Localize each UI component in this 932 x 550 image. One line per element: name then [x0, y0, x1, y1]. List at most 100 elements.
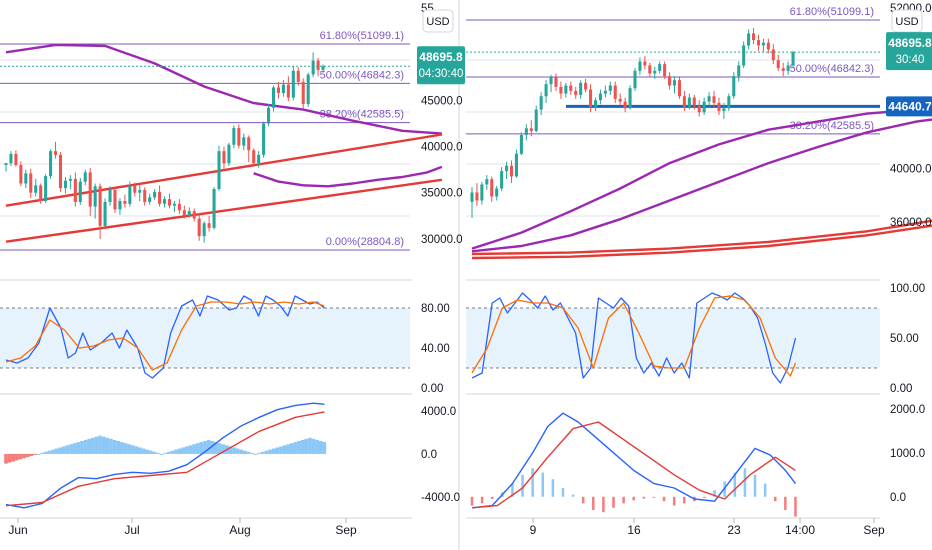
candle-body	[321, 66, 325, 70]
macd-histogram-bar	[279, 446, 283, 454]
candle-body	[747, 33, 751, 46]
candle-body	[296, 70, 300, 82]
candle-body	[771, 49, 775, 61]
candle-body	[153, 191, 157, 198]
signal-line	[5, 411, 325, 507]
candle-body	[658, 64, 662, 71]
candle-body	[638, 61, 642, 71]
candle-body	[752, 33, 756, 41]
macd-histogram-bar	[733, 472, 737, 497]
currency-badge[interactable]	[422, 9, 454, 33]
right-price-axis[interactable]: 52000.040000.036000.0USD48695.830:404464…	[886, 3, 932, 504]
candle-body	[544, 84, 548, 97]
last-price-badge[interactable]	[417, 46, 465, 85]
candle-body	[9, 153, 13, 164]
macd-histogram-bar	[304, 438, 309, 454]
macd-histogram-bar	[83, 439, 88, 454]
macd-histogram-bar	[51, 449, 55, 454]
overbought-oversold-band	[466, 308, 880, 368]
candle-body	[742, 45, 746, 66]
osc-tick-label: 40.00	[421, 343, 450, 355]
macd-histogram-bar	[683, 496, 686, 504]
candle-body	[761, 42, 765, 46]
candle-body	[593, 100, 598, 107]
candle-body	[554, 77, 558, 87]
macd-histogram-bar	[195, 443, 200, 454]
macd-histogram-bar	[703, 496, 706, 498]
candle-body	[574, 90, 578, 95]
candle-body	[485, 179, 489, 185]
candle-body	[212, 189, 216, 228]
macd-histogram-bar	[275, 447, 280, 454]
candle-body	[648, 65, 652, 74]
macd-histogram-bar	[7, 453, 12, 463]
currency-badge[interactable]	[891, 9, 923, 33]
macd-histogram-bar	[94, 436, 99, 454]
moving-average-line	[471, 118, 932, 253]
candle-body	[529, 128, 533, 131]
macd-tick-label: 0.0	[890, 492, 906, 504]
right-price-panel[interactable]: 61.80%(51099.1) 50.00%(46842.3) 38.20%(425…	[466, 6, 932, 260]
signal-line	[471, 421, 796, 509]
macd-tick-label: 1000.0	[890, 448, 925, 460]
currency-label: USD	[895, 16, 918, 28]
left-stochastic-panel[interactable]	[0, 279, 412, 379]
macd-histogram-bar	[271, 448, 276, 454]
macd-histogram-bar	[293, 442, 298, 454]
candle-body	[311, 60, 315, 75]
moving-average-line	[5, 43, 442, 135]
candle-body	[618, 98, 622, 102]
macd-histogram-bar	[43, 451, 48, 454]
last-price-value: 48695.8	[419, 50, 463, 64]
candle-body	[54, 151, 58, 155]
macd-histogram-bar	[713, 490, 716, 497]
candle-body	[692, 97, 696, 106]
bar-countdown: 30:40	[896, 54, 925, 66]
last-price-badge[interactable]	[886, 32, 932, 71]
left-price-axis[interactable]: 5550000.045000.040000.035000.030000.0USD…	[417, 0, 465, 550]
candle-body	[227, 144, 231, 164]
left-macd-panel[interactable]	[0, 393, 412, 519]
candle-body	[271, 87, 276, 108]
macd-histogram-bar	[632, 496, 635, 501]
macd-histogram-bar	[257, 452, 262, 454]
support-badge[interactable]	[886, 96, 932, 117]
macd-histogram-bar	[217, 443, 222, 454]
macd-histogram-bar	[592, 496, 595, 510]
time-tick-label: Sep	[335, 523, 357, 537]
candle-body	[480, 184, 484, 201]
macd-line	[5, 402, 325, 509]
candle-body	[475, 192, 479, 201]
macd-histogram-bar	[98, 435, 102, 454]
right-stochastic-panel[interactable]	[466, 279, 880, 384]
macd-histogram-bar	[54, 448, 59, 454]
candle-body	[613, 85, 617, 99]
candle-body	[534, 109, 538, 131]
candle-body	[4, 163, 8, 166]
candle-body	[286, 84, 290, 98]
stoch-k-line	[471, 292, 797, 384]
left-price-panel[interactable]: 61.80%(51099.1) 50.00%(46842.3) 38.20%(425…	[0, 30, 443, 251]
moving-average-line	[471, 107, 932, 250]
osc-tick-label: 80.00	[421, 303, 450, 315]
macd-histogram-bar	[119, 442, 124, 454]
macd-histogram-bar	[541, 472, 545, 497]
candle-body	[93, 186, 97, 207]
macd-histogram-bar	[148, 450, 153, 454]
time-tick-label: Sep	[863, 523, 885, 537]
left-time-axis: Jun Jul Aug Sep	[8, 518, 357, 537]
candle-body	[252, 150, 256, 164]
candle-body	[73, 178, 77, 202]
right-macd-panel[interactable]	[466, 393, 880, 519]
candle-body	[781, 68, 785, 71]
macd-histogram-bar	[181, 447, 186, 454]
macd-histogram-bar	[109, 438, 113, 454]
candle-body	[524, 128, 528, 135]
price-tick-label: 40000.0	[421, 142, 463, 154]
candle-body	[717, 102, 721, 111]
candle-body	[663, 64, 667, 77]
candle-body	[727, 96, 731, 109]
macd-histogram-bar	[261, 451, 265, 454]
candle-body	[262, 123, 266, 155]
bar-countdown: 04:30:40	[419, 68, 464, 80]
